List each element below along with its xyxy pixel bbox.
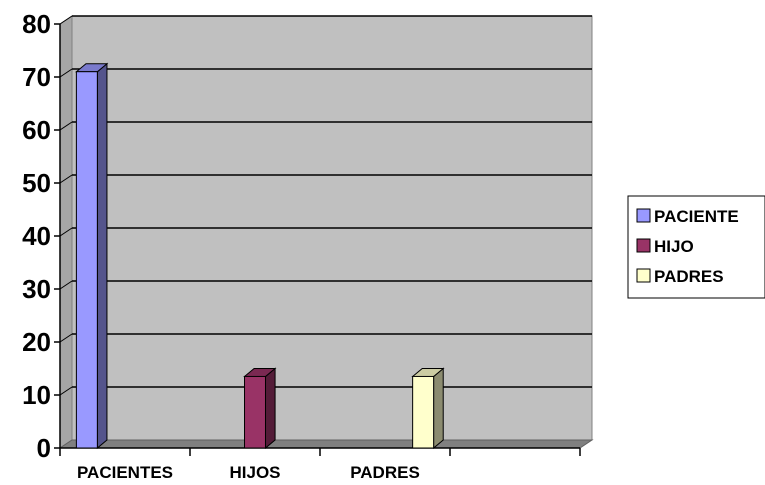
bar-front	[75, 71, 98, 449]
bar-front	[412, 375, 435, 449]
gridline-side	[59, 386, 73, 396]
y-tick-label: 60	[22, 115, 51, 145]
y-tick-label: 40	[22, 221, 51, 251]
bars	[74, 62, 445, 450]
y-tick-label: 70	[22, 62, 51, 92]
x-tick-label: HIJOS	[229, 463, 280, 482]
y-tick-label: 50	[22, 168, 51, 198]
floor	[58, 439, 594, 449]
x-tick-label: PADRES	[350, 463, 420, 482]
legend-swatch	[636, 268, 651, 283]
gridline-side	[59, 280, 73, 290]
x-tick-label: PACIENTES	[77, 463, 173, 482]
bar	[411, 367, 445, 450]
bar-side	[433, 367, 444, 450]
y-tick-label: 80	[22, 9, 51, 39]
y-tick-label: 0	[37, 433, 51, 463]
gridline-side	[59, 68, 73, 78]
x-tick-labels: PACIENTES HIJOS PADRES	[77, 463, 420, 482]
y-tick-label: 30	[22, 274, 51, 304]
gridline-side	[59, 333, 73, 343]
bar	[243, 367, 277, 450]
legend-label: PADRES	[654, 267, 724, 286]
gridlines	[59, 15, 592, 396]
y-tick-label: 10	[22, 380, 51, 410]
gridline-side	[59, 227, 73, 237]
plot-walls	[58, 15, 594, 449]
legend-swatch	[636, 238, 651, 253]
bar-side	[264, 367, 276, 450]
legend-label: HIJO	[654, 237, 694, 256]
y-tick-labels: 0 10 20 30 40 50 60 70 80	[22, 9, 51, 463]
axes	[54, 23, 581, 456]
legend: PACIENTE HIJO PADRES	[627, 195, 765, 299]
bar	[74, 62, 109, 450]
legend-label: PACIENTE	[654, 207, 739, 226]
gridline-side	[59, 15, 73, 25]
y-tick-label: 20	[22, 327, 51, 357]
legend-box	[627, 195, 765, 299]
bar-side	[96, 62, 108, 450]
gridline-side	[59, 174, 73, 184]
gridline-side	[59, 121, 73, 131]
bar-front	[244, 375, 266, 449]
legend-swatch	[636, 208, 651, 223]
